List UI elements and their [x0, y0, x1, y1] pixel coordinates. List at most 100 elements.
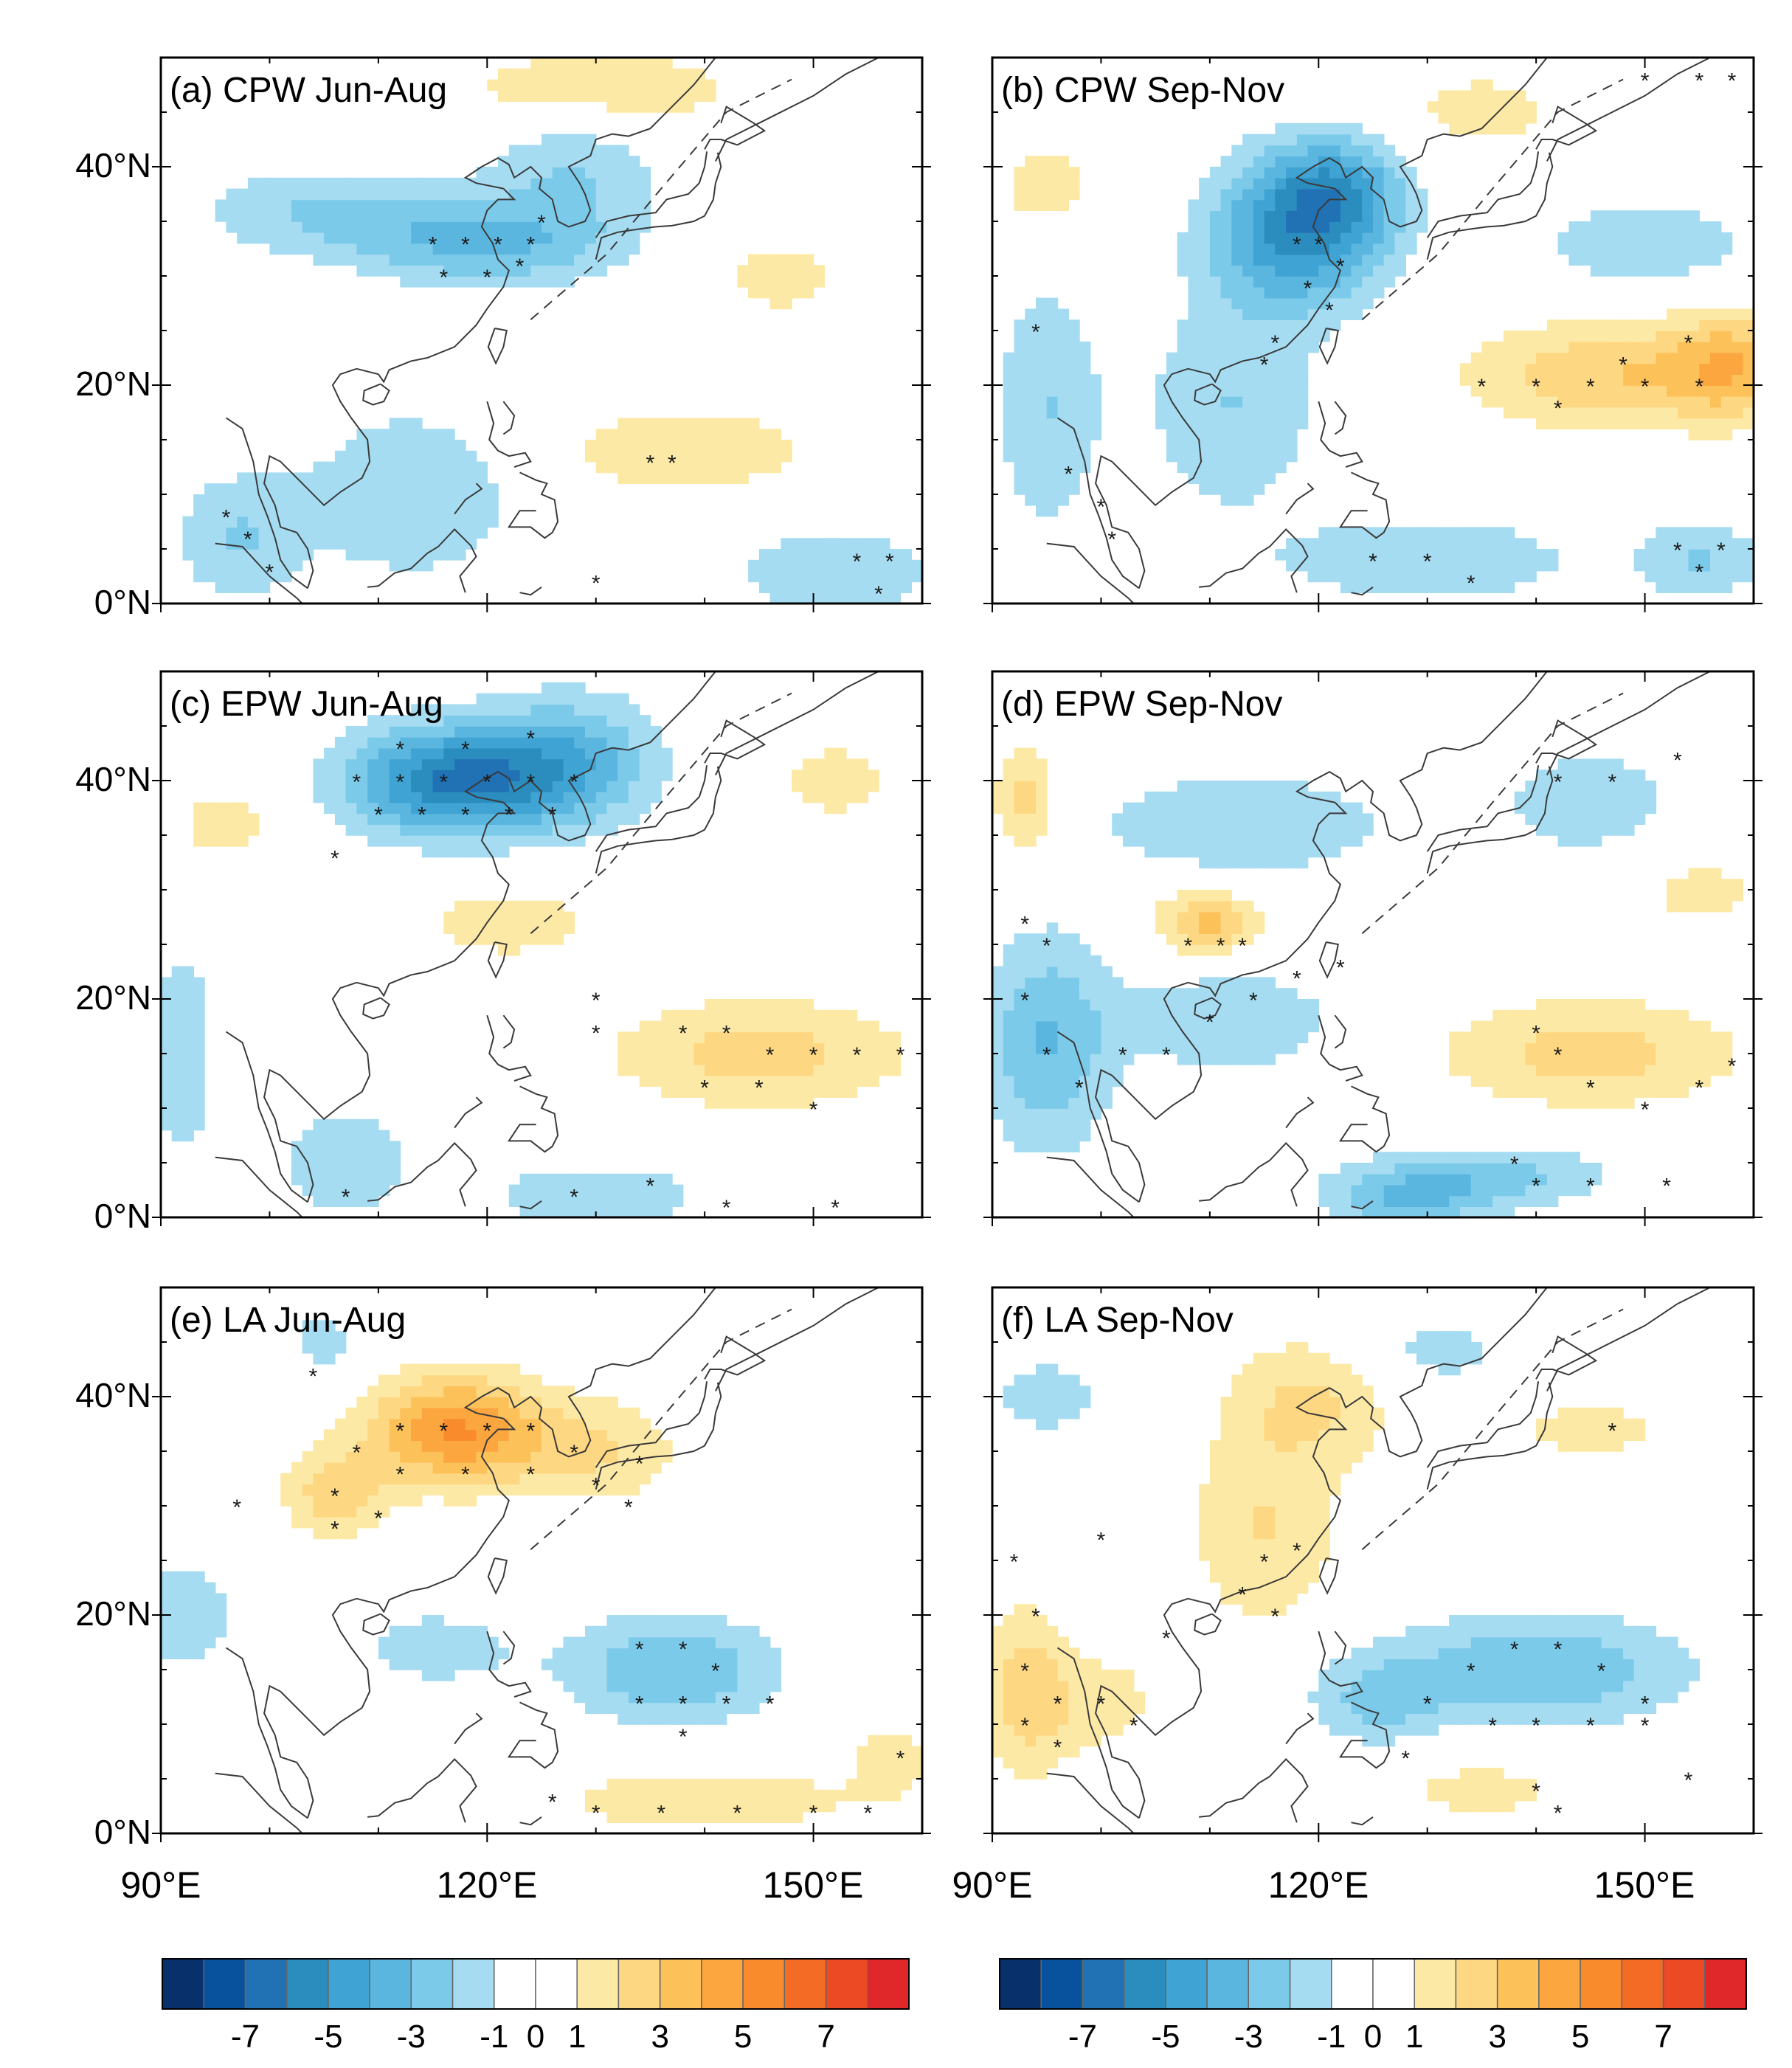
field-cell: [443, 440, 455, 452]
field-cell: [628, 1173, 640, 1186]
field-cell: [574, 758, 586, 770]
significance-marker: *: [668, 452, 677, 476]
field-cell: [845, 1042, 858, 1054]
field-cell: [345, 1163, 358, 1175]
field-cell: [552, 835, 564, 847]
field-cell: [1525, 1075, 1537, 1087]
field-cell: [367, 802, 379, 815]
field-cell: [519, 736, 531, 749]
significance-marker: *: [831, 1196, 840, 1220]
field-cell: [671, 1800, 684, 1813]
field-cell: [1503, 407, 1515, 419]
field-cell: [302, 538, 314, 550]
field-cell: [552, 758, 564, 770]
field-cell: [1057, 440, 1069, 452]
field-cell: [1220, 331, 1233, 342]
field-cell: [585, 243, 597, 255]
field-cell: [1644, 549, 1657, 561]
significance-marker: *: [1586, 1076, 1595, 1100]
significance-marker: *: [1619, 353, 1627, 377]
field-cell: [781, 999, 792, 1011]
field-cell: [389, 1647, 401, 1659]
field-cell: [1590, 1075, 1602, 1087]
field-cell: [1090, 966, 1102, 978]
field-cell: [1307, 243, 1319, 255]
field-cell: [552, 911, 564, 924]
field-cell: [1144, 1031, 1156, 1043]
field-cell: [313, 472, 325, 484]
field-cell: [313, 1484, 325, 1495]
field-cell: [498, 758, 510, 770]
field-cell: [1275, 331, 1287, 342]
field-cell: [1188, 922, 1200, 934]
field-cell: [617, 210, 629, 222]
field-cell: [1557, 1042, 1570, 1054]
field-cell: [204, 813, 216, 825]
field-cell: [1644, 221, 1657, 233]
field-cell: [1688, 527, 1700, 539]
field-cell: [378, 1173, 390, 1186]
field-cell: [1546, 1075, 1559, 1087]
field-cell: [1438, 1173, 1450, 1186]
field-cell: [389, 1473, 401, 1485]
field-cell: [1209, 835, 1222, 847]
field-cell: [302, 472, 314, 484]
field-cell: [1590, 254, 1602, 266]
field-cell: [628, 1206, 640, 1217]
field-cell: [530, 221, 542, 233]
field-cell: [1459, 112, 1472, 124]
field-cell: [1014, 747, 1025, 760]
field-cell: [1656, 527, 1667, 539]
field-cell: [1068, 1020, 1080, 1033]
field-cell: [542, 791, 553, 803]
field-cell: [758, 1086, 771, 1098]
field-cell: [1209, 177, 1222, 190]
field-cell: [367, 835, 379, 847]
coastline-segment: [1338, 1085, 1391, 1153]
field-cell: [748, 1779, 760, 1791]
field-cell: [563, 1670, 575, 1681]
field-cell: [617, 1173, 629, 1186]
field-cell: [1014, 429, 1025, 440]
field-cell: [171, 1009, 184, 1022]
field-cell: [487, 254, 499, 266]
field-cell: [171, 1020, 184, 1033]
field-cell: [1470, 1152, 1483, 1163]
field-cell: [1580, 1184, 1591, 1197]
field-cell: [519, 704, 531, 716]
field-cell: [411, 736, 423, 749]
field-cell: [226, 527, 238, 539]
field-cell: [204, 1625, 216, 1638]
field-cell: [356, 483, 368, 495]
field-cell: [1177, 813, 1189, 825]
field-cell: [1036, 407, 1048, 419]
field-cell: [1046, 177, 1059, 190]
significance-marker: *: [526, 770, 535, 795]
field-cell: [737, 1779, 749, 1791]
field-cell: [1242, 418, 1254, 429]
field-cell: [617, 254, 629, 266]
field-cell: [1580, 418, 1591, 429]
panel-b-field: [1003, 79, 1754, 593]
field-cell: [1296, 791, 1309, 803]
field-cell: [1275, 319, 1287, 331]
field-cell: [595, 1702, 608, 1714]
field-cell: [1090, 395, 1102, 408]
field-cell: [682, 90, 695, 102]
field-cell: [1253, 177, 1265, 190]
field-cell: [247, 472, 260, 484]
field-cell: [1057, 199, 1069, 211]
field-cell: [432, 221, 445, 233]
field-cell: [161, 1031, 173, 1043]
significance-marker: *: [700, 1076, 709, 1100]
field-cell: [542, 835, 553, 847]
field-cell: [302, 199, 314, 211]
field-cell: [1459, 1195, 1472, 1207]
field-cell: [421, 1636, 434, 1649]
field-cell: [1220, 824, 1233, 836]
field-cell: [324, 1163, 336, 1175]
field-cell: [389, 824, 401, 836]
field-cell: [1688, 538, 1700, 550]
field-cell: [204, 570, 216, 583]
field-cell: [628, 1811, 640, 1823]
